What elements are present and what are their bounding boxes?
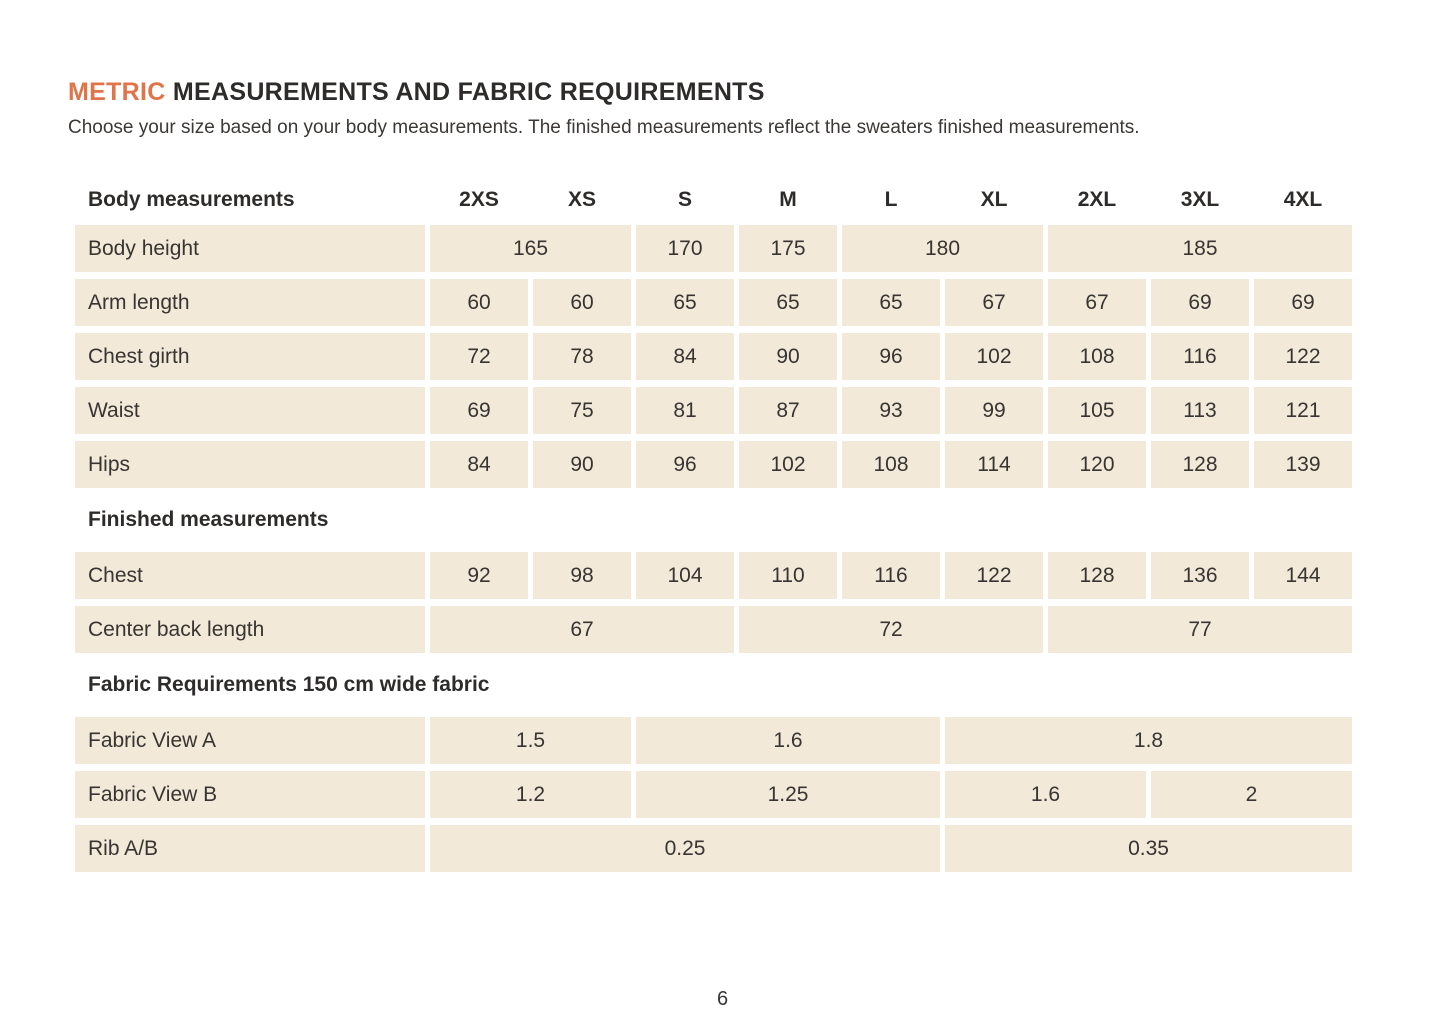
table-cell: 99 <box>945 387 1043 434</box>
table-cell: 1.2 <box>430 771 631 818</box>
table-cell: 96 <box>636 441 734 488</box>
table-cell: 139 <box>1254 441 1352 488</box>
table-cell: 122 <box>945 552 1043 599</box>
table-cell: 81 <box>636 387 734 434</box>
size-column-header: 4XL <box>1283 188 1323 211</box>
table-cell: 128 <box>1048 552 1146 599</box>
table-cell: 144 <box>1254 552 1352 599</box>
size-column-header: L <box>884 188 898 211</box>
row-label: Rib A/B <box>75 825 425 872</box>
table-cell: 110 <box>739 552 837 599</box>
row-label: Body height <box>75 225 425 272</box>
table-cell: 72 <box>430 333 528 380</box>
size-column-header: 3XL <box>1180 188 1220 211</box>
table-cell: 185 <box>1048 225 1352 272</box>
table-cell: 60 <box>430 279 528 326</box>
row-label: Chest girth <box>75 333 425 380</box>
table-header-label: Body measurements <box>88 188 295 211</box>
table-cell: 0.25 <box>430 825 940 872</box>
row-label: Center back length <box>75 606 425 653</box>
table-cell: 108 <box>842 441 940 488</box>
table-cell: 180 <box>842 225 1043 272</box>
table-cell: 1.8 <box>945 717 1352 764</box>
size-column-header: M <box>779 188 797 211</box>
table-cell: 75 <box>533 387 631 434</box>
table-cell: 84 <box>636 333 734 380</box>
table-cell: 69 <box>1151 279 1249 326</box>
table-cell: 65 <box>842 279 940 326</box>
row-label: Chest <box>75 552 425 599</box>
table-cell: 69 <box>1254 279 1352 326</box>
row-label: Waist <box>75 387 425 434</box>
table-cell: 90 <box>533 441 631 488</box>
table-cell: 104 <box>636 552 734 599</box>
table-cell: 65 <box>636 279 734 326</box>
page-title: METRIC MEASUREMENTS AND FABRIC REQUIREME… <box>68 76 1445 108</box>
size-column-header: 2XL <box>1077 188 1117 211</box>
table-cell: 93 <box>842 387 940 434</box>
table-cell: 114 <box>945 441 1043 488</box>
table-cell: 69 <box>430 387 528 434</box>
table-cell: 105 <box>1048 387 1146 434</box>
table-cell: 1.25 <box>636 771 940 818</box>
table-cell: 116 <box>842 552 940 599</box>
size-column-header: XL <box>980 188 1008 211</box>
table-cell: 121 <box>1254 387 1352 434</box>
measurement-table: Body measurements 2XS XS S M L XL 2XL 3XL 4XL Body… <box>75 178 1352 872</box>
table-cell: 1.6 <box>945 771 1146 818</box>
table-cell: 1.5 <box>430 717 631 764</box>
table-cell: 77 <box>1048 606 1352 653</box>
row-label: Hips <box>75 441 425 488</box>
row-label: Arm length <box>75 279 425 326</box>
table-cell: 92 <box>430 552 528 599</box>
table-cell: 90 <box>739 333 837 380</box>
table-cell: 102 <box>945 333 1043 380</box>
table-cell: 98 <box>533 552 631 599</box>
table-cell: 175 <box>739 225 837 272</box>
page-content: METRIC MEASUREMENTS AND FABRIC REQUIREME… <box>68 76 1445 872</box>
table-cell: 102 <box>739 441 837 488</box>
table-cell: 165 <box>430 225 631 272</box>
table-cell: 67 <box>430 606 734 653</box>
table-cell: 136 <box>1151 552 1249 599</box>
table-cell: 113 <box>1151 387 1249 434</box>
section-heading: Finished measurements <box>88 508 329 531</box>
page-number: 6 <box>716 988 729 1010</box>
table-cell: 87 <box>739 387 837 434</box>
table-cell: 0.35 <box>945 825 1352 872</box>
row-label: Fabric View A <box>75 717 425 764</box>
table-cell: 84 <box>430 441 528 488</box>
page-subtitle: Choose your size based on your body meas… <box>68 117 1140 138</box>
table-cell: 108 <box>1048 333 1146 380</box>
table-cell: 67 <box>945 279 1043 326</box>
page-title-rest: MEASUREMENTS AND FABRIC REQUIREMENTS <box>172 78 765 106</box>
table-cell: 96 <box>842 333 940 380</box>
table-cell: 128 <box>1151 441 1249 488</box>
table-cell: 72 <box>739 606 1043 653</box>
table-cell: 65 <box>739 279 837 326</box>
size-column-header: 2XS <box>459 188 499 211</box>
table-cell: 120 <box>1048 441 1146 488</box>
table-cell: 2 <box>1151 771 1352 818</box>
table-cell: 116 <box>1151 333 1249 380</box>
table-cell: 122 <box>1254 333 1352 380</box>
table-cell: 78 <box>533 333 631 380</box>
table-cell: 67 <box>1048 279 1146 326</box>
table-cell: 1.6 <box>636 717 940 764</box>
row-label: Fabric View B <box>75 771 425 818</box>
page-title-highlight: METRIC <box>68 78 166 106</box>
table-cell: 60 <box>533 279 631 326</box>
size-column-header: XS <box>567 188 596 211</box>
section-heading: Fabric Requirements 150 cm wide fabric <box>88 673 490 696</box>
size-column-header: S <box>677 188 692 211</box>
table-cell: 170 <box>636 225 734 272</box>
